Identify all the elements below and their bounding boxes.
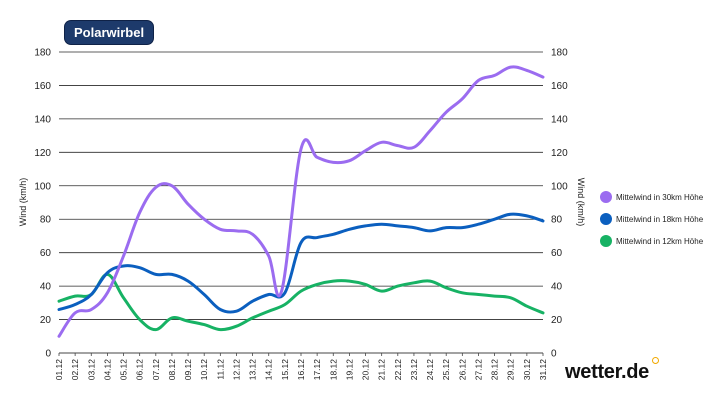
y-tick-left-100: 100 — [34, 181, 51, 192]
y-tick-left-160: 160 — [34, 81, 51, 92]
x-tick-label-21.12: 21.12 — [377, 359, 387, 381]
y-tick-right-120: 120 — [551, 148, 568, 159]
y-axis-right: 0 20 40 60 80 100 120 140 160 180 — [551, 48, 568, 360]
y-tick-left-60: 60 — [40, 248, 52, 259]
x-tick-label-25.12: 25.12 — [441, 359, 451, 381]
legend-item-12km: Mittelwind in 12km Höhe — [600, 230, 703, 252]
y-tick-right-80: 80 — [551, 215, 563, 226]
x-tick-label-16.12: 16.12 — [296, 359, 306, 381]
y-tick-right-40: 40 — [551, 282, 563, 293]
x-tick-label-11.12: 11.12 — [215, 359, 225, 380]
x-tick-label-15.12: 15.12 — [280, 359, 290, 381]
y-tick-right-140: 140 — [551, 114, 568, 125]
y-tick-right-160: 160 — [551, 81, 568, 92]
x-axis: 01.12 02.12 03.12 04.12 05.12 06.12 07.12 08.12… — [54, 353, 548, 380]
x-tick-label-04.12: 04.12 — [102, 359, 112, 381]
y-tick-left-20: 20 — [40, 315, 52, 326]
x-tick-label-30.12: 30.12 — [522, 359, 532, 381]
x-tick-label-01.12: 01.12 — [54, 359, 64, 381]
x-tick-label-03.12: 03.12 — [86, 359, 96, 381]
series-line-0 — [57, 65, 545, 338]
y-tick-left-0: 0 — [45, 349, 51, 360]
y-tick-right-180: 180 — [551, 48, 568, 59]
y-tick-right-0: 0 — [551, 349, 557, 360]
x-tick-label-14.12: 14.12 — [264, 359, 274, 381]
x-tick-label-08.12: 08.12 — [167, 359, 177, 381]
legend-swatch-30km — [600, 191, 612, 203]
x-tick-label-02.12: 02.12 — [70, 359, 80, 381]
x-tick-label-12.12: 12.12 — [231, 359, 241, 381]
y-axis-label-left: Wind (km/h) — [18, 178, 28, 227]
x-tick-label-05.12: 05.12 — [119, 359, 129, 381]
brand-logo-dot — [652, 357, 659, 364]
x-tick-label-10.12: 10.12 — [199, 359, 209, 381]
chart-title: Polarwirbel — [65, 21, 154, 44]
x-tick-label-13.12: 13.12 — [248, 359, 258, 381]
series-lines — [57, 65, 545, 338]
series-line-1 — [57, 212, 545, 314]
y-tick-left-180: 180 — [34, 48, 51, 59]
x-tick-label-09.12: 09.12 — [183, 359, 193, 381]
brand-logo: wetter.de — [565, 361, 649, 383]
legend: Mittelwind in 30km Höhe Mittelwind in 18… — [600, 186, 703, 252]
y-tick-left-140: 140 — [34, 114, 51, 125]
legend-item-30km: Mittelwind in 30km Höhe — [600, 186, 703, 208]
legend-swatch-18km — [600, 213, 612, 225]
x-tick-label-18.12: 18.12 — [328, 359, 338, 381]
x-tick-label-28.12: 28.12 — [490, 359, 500, 381]
x-tick-label-31.12: 31.12 — [538, 359, 548, 381]
x-tick-label-06.12: 06.12 — [135, 359, 145, 381]
legend-label-18km: Mittelwind in 18km Höhe — [616, 214, 704, 224]
y-tick-right-60: 60 — [551, 248, 563, 259]
x-tick-label-29.12: 29.12 — [506, 359, 516, 381]
y-axis-left: 0 20 40 60 80 100 120 140 160 180 — [34, 48, 51, 360]
x-tick-label-23.12: 23.12 — [409, 359, 419, 381]
legend-label-12km: Mittelwind in 12km Höhe — [616, 236, 704, 246]
y-tick-left-120: 120 — [34, 148, 51, 159]
x-tick-label-17.12: 17.12 — [312, 359, 322, 381]
legend-item-18km: Mittelwind in 18km Höhe — [600, 208, 703, 230]
x-tick-label-27.12: 27.12 — [473, 359, 483, 381]
y-tick-right-100: 100 — [551, 181, 568, 192]
x-tick-label-26.12: 26.12 — [457, 359, 467, 381]
x-tick-label-24.12: 24.12 — [425, 359, 435, 381]
y-tick-right-20: 20 — [551, 315, 563, 326]
legend-swatch-12km — [600, 235, 612, 247]
y-tick-left-40: 40 — [40, 282, 52, 293]
x-tick-label-19.12: 19.12 — [344, 359, 354, 381]
legend-label-30km: Mittelwind in 30km Höhe — [616, 192, 704, 202]
y-axis-label-right: Wind (km/h) — [576, 178, 586, 227]
series-line-2 — [57, 272, 545, 332]
x-tick-label-07.12: 07.12 — [151, 359, 161, 381]
y-tick-left-80: 80 — [40, 215, 52, 226]
x-tick-label-22.12: 22.12 — [393, 359, 403, 381]
x-tick-label-20.12: 20.12 — [361, 359, 371, 381]
